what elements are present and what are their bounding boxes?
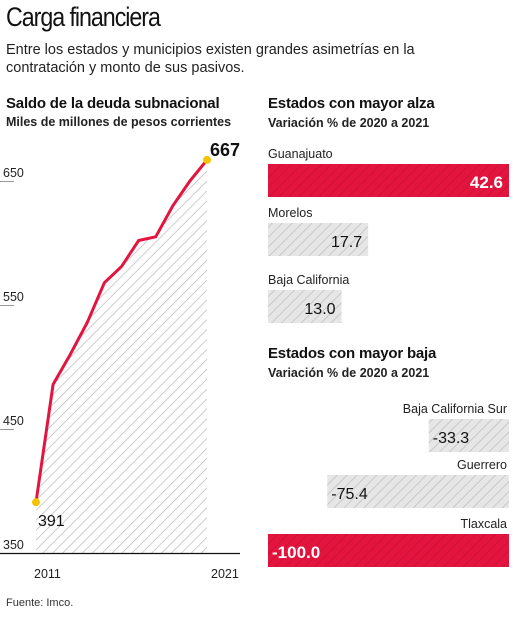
y-tick-label: 450 [3,414,24,428]
y-tick-label: 550 [3,290,24,304]
increase-bar [268,164,509,197]
line-chart-subtitle: Miles de millones de pesos corrientes [6,115,232,129]
debt-line-chart: 350 450 550 650 2011 2021 391 667 [0,140,240,581]
bar-category-label: Tlaxcala [460,517,507,531]
bar-value-label: 13.0 [304,301,335,318]
decrease-chart-title: Estados con mayor baja [268,345,437,362]
source-note: Fuente: Imco. [6,597,74,609]
bar-category-label: Guerrero [457,458,507,472]
decrease-bar [327,475,509,508]
bar-category-label: Guanajuato [268,147,333,161]
start-value-label: 391 [38,513,65,530]
line-chart-title: Saldo de la deuda subnacional [6,95,220,112]
bar-category-label: Morelos [268,206,312,220]
bar-value-label: -100.0 [272,543,320,562]
y-tick-label: 350 [3,538,24,552]
y-tick-label: 650 [3,166,24,180]
bar-category-label: Baja California [268,273,349,287]
bar-category-label: Baja California Sur [403,402,507,416]
x-tick-label: 2021 [211,567,239,581]
decrease-chart-subtitle: Variación % de 2020 a 2021 [268,366,430,380]
increase-bar [268,223,369,256]
end-value-label: 667 [210,140,240,160]
increase-chart-title: Estados con mayor alza [268,95,435,112]
series-line [34,158,209,503]
bar-value-label: -75.4 [331,486,368,503]
end-point [203,155,211,164]
decrease-bar [428,419,509,452]
increase-chart-subtitle: Variación % de 2020 a 2021 [268,116,430,130]
bar-value-label: -33.3 [433,430,470,447]
bar-value-label: 17.7 [331,234,362,251]
chart-subtitle: Entre los estados y municipios existen g… [6,42,415,76]
x-tick-label: 2011 [34,567,61,581]
start-point [32,498,40,507]
increase-bar [268,290,342,323]
area-fill [36,159,207,554]
chart-title: Carga financiera [6,2,161,32]
decrease-bar [268,534,509,567]
bar-value-label: 42.6 [470,173,503,192]
